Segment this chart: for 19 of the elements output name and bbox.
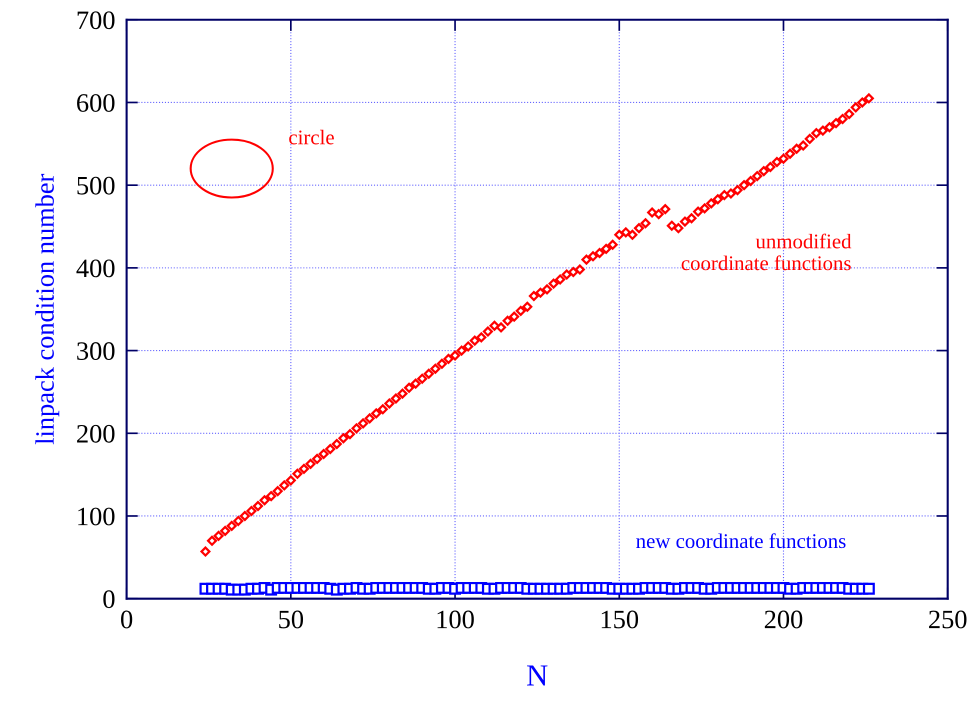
y-tick-label: 500 bbox=[77, 176, 115, 195]
y-tick-label: 0 bbox=[103, 590, 115, 608]
y-tick-label: 200 bbox=[77, 424, 115, 443]
x-axis-title: N bbox=[527, 665, 548, 686]
y-tick-label: 700 bbox=[78, 11, 115, 30]
x-tick-label: 250 bbox=[929, 610, 966, 628]
x-tick-label: 200 bbox=[764, 610, 802, 628]
x-tick-label: 0 bbox=[121, 610, 132, 628]
series-label: unmodified coordinate functions bbox=[682, 234, 852, 270]
series-label: new coordinate functions bbox=[636, 533, 846, 548]
y-tick-label: 100 bbox=[78, 508, 115, 526]
x-tick-label: 100 bbox=[438, 610, 474, 628]
annotation: circle bbox=[289, 130, 334, 144]
y-tick-label: 400 bbox=[76, 259, 115, 278]
y-tick-label: 600 bbox=[77, 94, 115, 112]
y-tick-label: 300 bbox=[77, 342, 115, 360]
y-axis-title: linpack condition number bbox=[35, 174, 60, 444]
x-tick-label: 50 bbox=[279, 610, 304, 628]
x-tick-label: 150 bbox=[602, 610, 638, 628]
